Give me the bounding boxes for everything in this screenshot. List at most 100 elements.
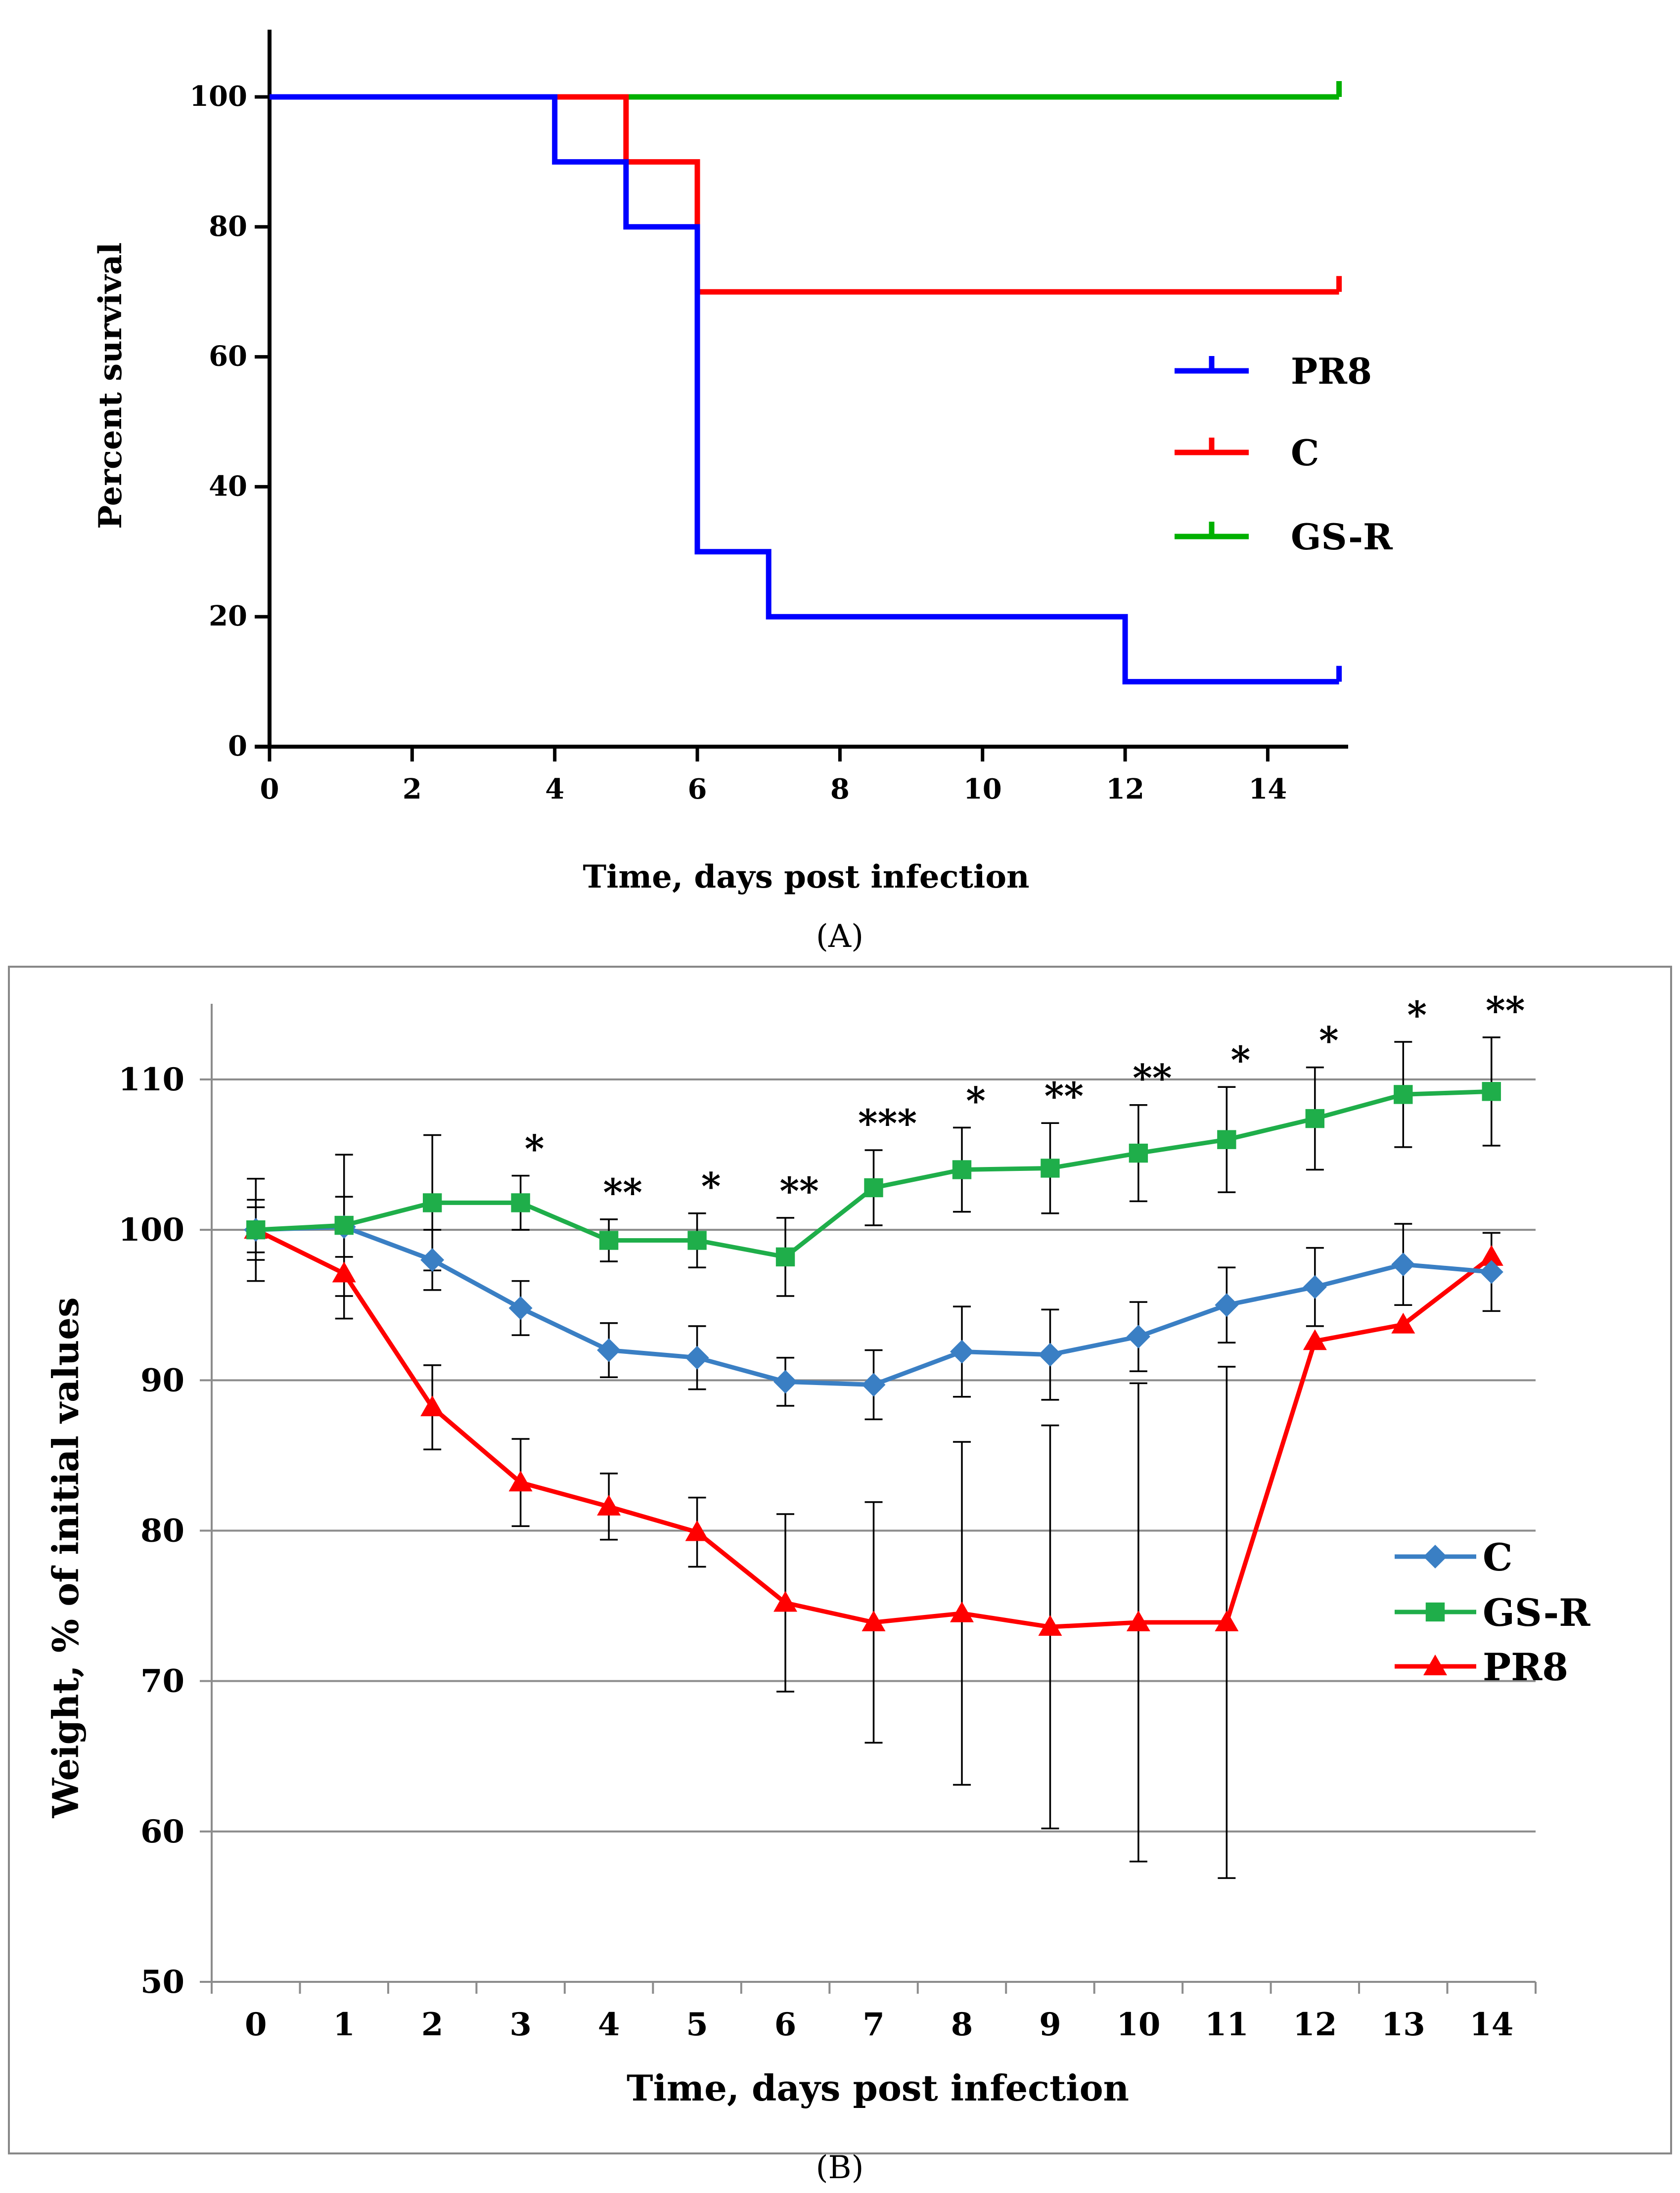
significance-marker: * [966,1078,986,1122]
weight-x-tick-label: 13 [1381,2006,1425,2043]
weight-y-tick-label: 70 [140,1663,184,1700]
significance-marker: * [525,1127,545,1171]
data-point-c [420,1248,445,1272]
data-point-c [950,1340,974,1364]
weight-y-tick-label: 50 [140,1964,184,2001]
survival-legend: PR8 C GS-R [1175,350,1393,558]
data-point-gs-r [422,1193,442,1212]
weight-x-tick-label: 12 [1293,2006,1337,2043]
survival-tick-labels: 0 2 4 6 8 10 12 14 0 20 40 60 80 100 [189,80,1287,806]
survival-x-tick-label: 2 [403,773,422,806]
data-point-gs-r [599,1231,619,1250]
panel-b-label: (B) [816,2149,864,2186]
data-point-gs-r [511,1193,530,1212]
weight-y-tick-label: 60 [140,1813,184,1850]
legend-label-c: C [1291,432,1319,474]
weight-x-tick-label: 11 [1205,2006,1249,2043]
weight-x-tick-label: 3 [509,2006,532,2043]
survival-x-axis-title: Time, days post infection [583,858,1029,895]
legend-marker-c [1423,1545,1447,1568]
significance-marker: * [1319,1019,1339,1063]
weight-x-axis-title: Time, days post infection [627,2067,1129,2109]
data-point-pr8 [332,1261,356,1283]
weight-x-tick-label: 8 [951,2006,973,2043]
data-point-c [1303,1275,1327,1299]
data-point-c [685,1345,709,1370]
significance-marker: ** [1044,1074,1084,1118]
significance-markers: *** * ****** ** ** * ** ** [525,988,1525,1214]
data-point-c [862,1373,886,1397]
data-point-c [1391,1253,1415,1277]
survival-chart: 0 2 4 6 8 10 12 14 0 20 40 60 80 100 Time, days post … [92,30,1393,955]
weight-x-tick-label: 7 [863,2006,885,2043]
data-point-pr8 [508,1471,533,1492]
survival-x-tick-label: 6 [688,773,707,806]
weight-axes [200,1004,1537,1994]
survival-x-tick-label: 0 [260,773,279,806]
legend-label-c: C [1483,1535,1513,1579]
weight-y-tick-label: 100 [118,1211,184,1249]
data-point-pr8 [773,1591,798,1612]
survival-x-tick-label: 14 [1248,773,1287,806]
significance-marker: ** [779,1169,819,1213]
data-point-gs-r [687,1231,707,1250]
survival-series [270,81,1342,685]
significance-marker: ** [1486,988,1525,1032]
weight-y-axis-title: Weight, % of initial values [45,1297,87,1818]
legend-marker-pr8 [1423,1655,1447,1675]
legend-marker-gs-r [1425,1602,1445,1622]
legend-label-pr8: PR8 [1291,350,1372,392]
data-point-pr8 [1303,1329,1327,1350]
data-point-gs-r [864,1178,883,1198]
weight-chart-frame [8,966,1672,2154]
data-point-c [1215,1293,1239,1317]
weight-x-tick-label: 1 [333,2006,355,2043]
significance-marker: ** [603,1170,642,1214]
significance-marker: *** [858,1101,917,1145]
data-point-gs-r [1129,1143,1148,1163]
data-point-pr8 [597,1494,621,1516]
data-point-pr8 [685,1520,709,1541]
weight-y-tick-label: 110 [118,1061,184,1098]
survival-x-tick-label: 4 [545,773,564,806]
data-point-gs-r [246,1220,266,1240]
survival-axes [255,30,1348,761]
legend-label-pr8: PR8 [1483,1645,1568,1689]
data-point-pr8 [862,1611,886,1632]
data-point-pr8 [1479,1245,1503,1266]
data-point-gs-r [1041,1159,1060,1178]
weight-x-tick-label: 0 [245,2006,267,2043]
data-point-gs-r [1394,1085,1413,1104]
data-point-c [1038,1343,1062,1367]
data-point-pr8 [1391,1312,1415,1334]
panel-a-label: (A) [816,918,863,955]
significance-marker: * [1407,993,1427,1037]
data-point-c [508,1296,533,1320]
data-point-gs-r [775,1247,795,1267]
weight-y-tick-label: 90 [140,1362,184,1399]
data-point-gs-r [1217,1130,1236,1149]
weight-y-tick-label: 80 [140,1513,184,1550]
survival-y-tick-label: 40 [209,470,247,502]
weight-x-tick-label: 10 [1116,2006,1160,2043]
survival-y-axis-title: Percent survival [92,242,129,529]
survival-line-pr8 [270,94,1339,685]
data-point-pr8 [1126,1611,1150,1632]
data-point-gs-r [1482,1082,1501,1101]
data-point-gs-r [334,1215,354,1235]
survival-line-c [270,94,1339,295]
weight-legend: C GS-R PR8 [1395,1535,1590,1689]
weight-x-tick-label: 9 [1039,2006,1061,2043]
survival-y-tick-label: 20 [209,600,247,632]
survival-y-tick-label: 100 [189,80,247,113]
weight-series [244,1082,1503,1636]
data-point-c [1126,1325,1150,1349]
survival-y-tick-label: 60 [209,340,247,373]
significance-marker: * [701,1164,721,1208]
data-point-c [597,1338,621,1362]
survival-x-tick-label: 10 [963,773,1002,806]
data-point-pr8 [1038,1615,1062,1636]
data-point-pr8 [1215,1611,1239,1632]
